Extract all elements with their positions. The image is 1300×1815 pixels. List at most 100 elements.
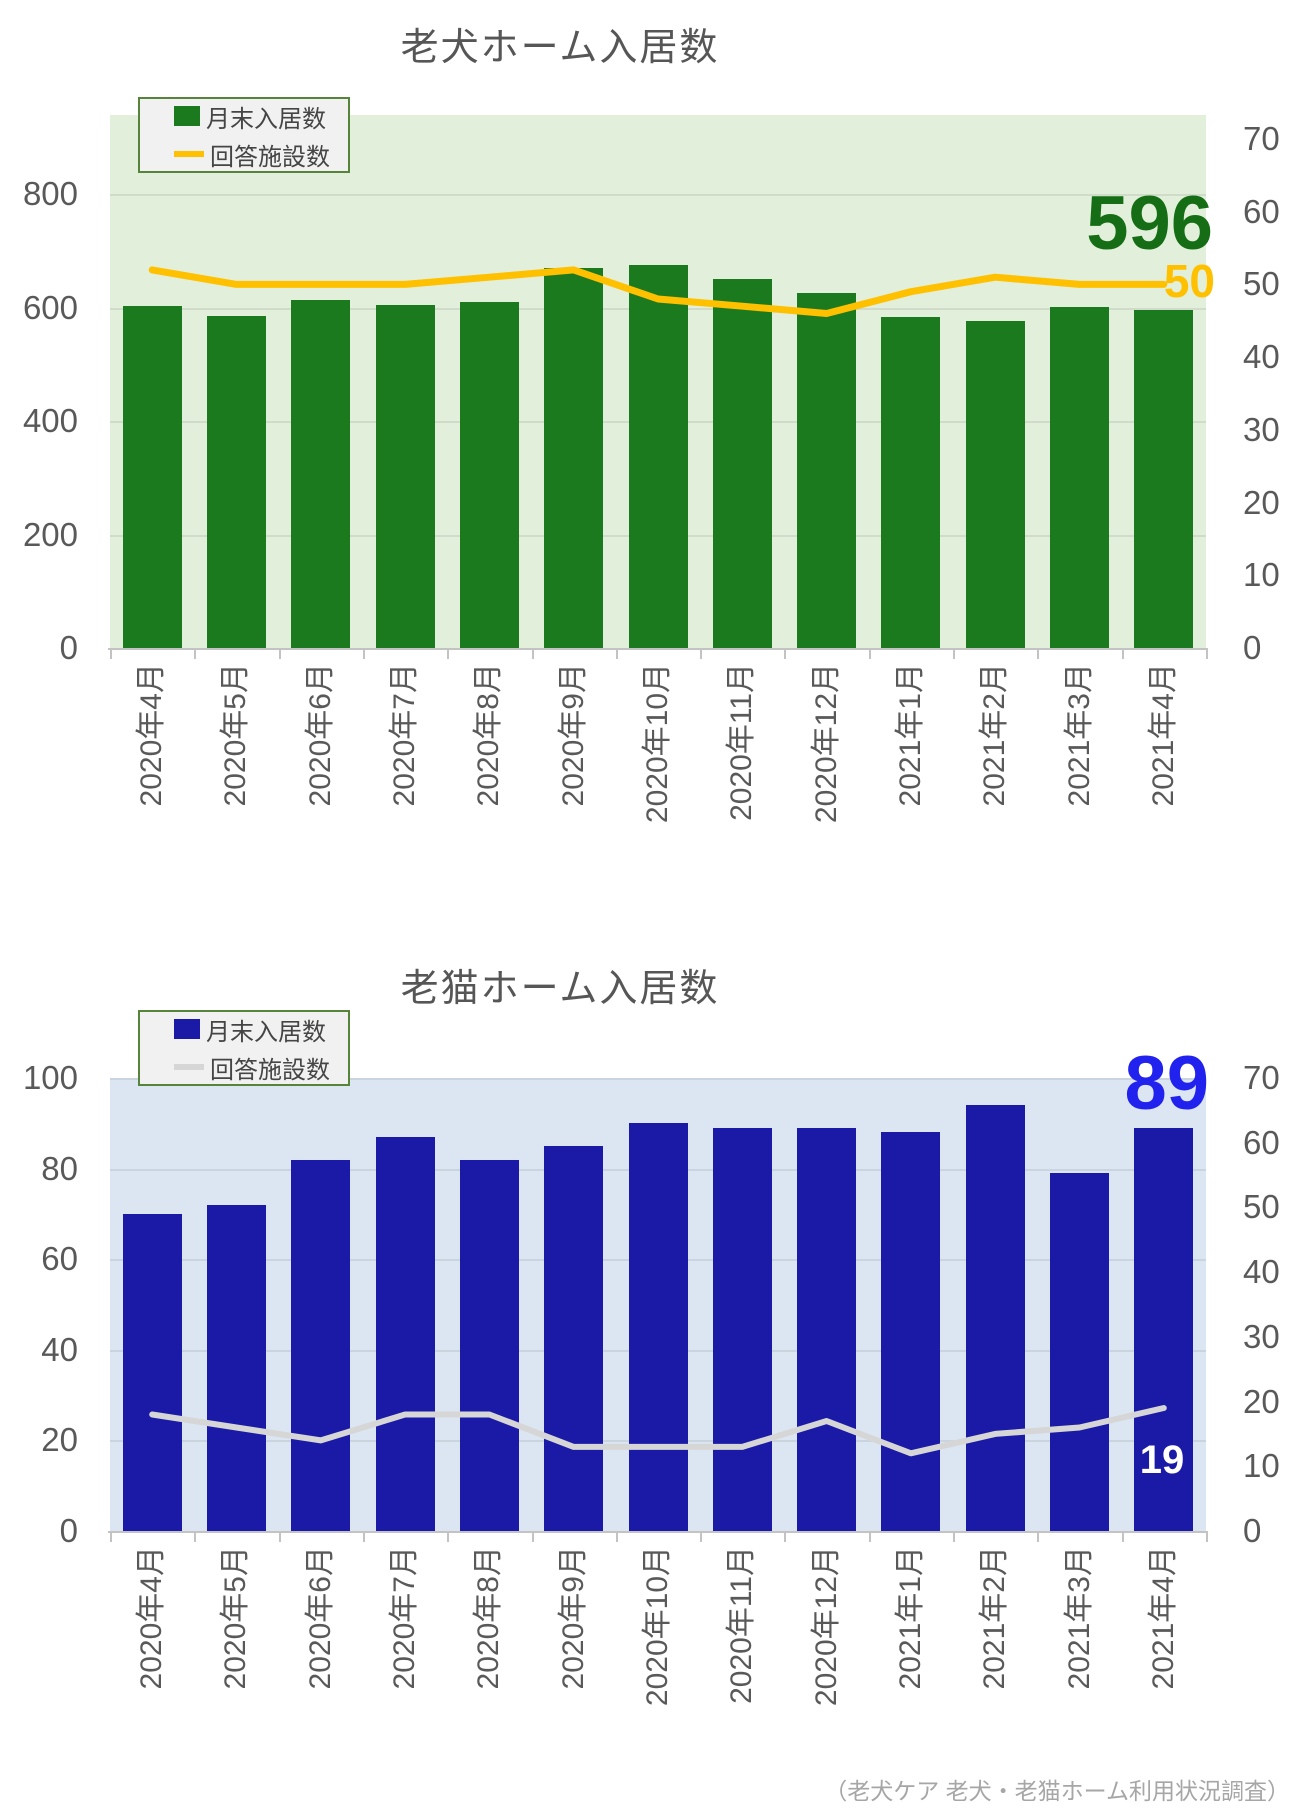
x-axis-tick <box>363 650 365 659</box>
x-axis-tick <box>700 650 702 659</box>
bar <box>881 317 940 648</box>
left-axis-tick-label: 20 <box>41 1421 78 1458</box>
bar <box>460 1160 519 1531</box>
x-axis-tick <box>616 1533 618 1542</box>
line-series <box>149 1405 1167 1457</box>
bar <box>629 265 688 648</box>
x-axis-tick <box>110 1533 112 1542</box>
legend: 月末入居数 回答施設数 <box>138 1010 350 1086</box>
right-axis-tick-label: 20 <box>1243 1383 1280 1420</box>
x-axis-category-label: 2020年5月 <box>219 1546 252 1690</box>
legend: 月末入居数 回答施設数 <box>138 97 350 173</box>
x-axis-category-label: 2020年8月 <box>472 1546 505 1690</box>
left-axis-tick-label: 80 <box>41 1150 78 1187</box>
x-axis-category-label: 2021年2月 <box>978 1546 1011 1690</box>
bar-end-value-label: 596 <box>1086 181 1213 266</box>
bar <box>376 1137 435 1531</box>
bar <box>544 1146 603 1531</box>
bar <box>1134 310 1193 648</box>
x-axis-category-label: 2020年7月 <box>388 1546 421 1690</box>
x-axis-tick <box>700 1533 702 1542</box>
left-axis-tick-label: 800 <box>22 175 78 212</box>
x-axis-tick <box>532 1533 534 1542</box>
right-axis-tick-label: 70 <box>1243 120 1280 157</box>
x-axis-category-label: 2020年11月 <box>725 1546 758 1704</box>
right-axis-tick-label: 70 <box>1243 1059 1280 1096</box>
x-axis-category-label: 2021年1月 <box>894 1546 927 1690</box>
x-axis-tick <box>1206 650 1208 659</box>
line-end-value-label: 50 <box>1163 255 1215 307</box>
right-axis-tick-label: 20 <box>1243 484 1280 521</box>
plot-area <box>110 115 1206 648</box>
right-axis-tick-label: 10 <box>1243 1447 1280 1484</box>
x-axis-category-label: 2021年4月 <box>1147 1546 1180 1690</box>
right-axis-tick-label: 60 <box>1243 193 1280 230</box>
right-axis-tick-label: 30 <box>1243 1318 1280 1355</box>
x-axis-tick <box>869 1533 871 1542</box>
legend-line-label: 回答施設数 <box>210 143 330 171</box>
bar <box>544 268 603 648</box>
bar <box>291 1160 350 1531</box>
bar <box>376 305 435 648</box>
line-series-swatch-icon <box>174 1064 204 1070</box>
legend-line-label: 回答施設数 <box>210 1056 330 1084</box>
x-axis-category-label: 2020年9月 <box>557 1546 590 1690</box>
x-axis-tick <box>1037 1533 1039 1542</box>
x-axis-tick <box>1206 1533 1208 1542</box>
x-axis-tick <box>194 1533 196 1542</box>
legend-bar-label: 月末入居数 <box>206 1018 326 1046</box>
bar-series-swatch-icon <box>174 1019 200 1039</box>
x-axis-tick <box>869 650 871 659</box>
bar-series-swatch-icon <box>174 106 200 126</box>
bar <box>797 1128 856 1531</box>
bar <box>966 1105 1025 1531</box>
bar <box>1050 1173 1109 1531</box>
bar <box>629 1123 688 1531</box>
bar <box>713 279 772 648</box>
source-note: （老犬ケア 老犬・老猫ホーム利用状況調査） <box>824 1778 1290 1804</box>
legend-item-line: 回答施設数 <box>174 137 348 172</box>
chart-title: 老猫ホーム入居数 <box>400 968 720 1010</box>
right-axis-tick-label: 40 <box>1243 338 1280 375</box>
line-end-value-label: 19 <box>1139 1438 1185 1482</box>
x-axis-tick <box>279 650 281 659</box>
left-axis-tick-label: 60 <box>41 1240 78 1277</box>
x-axis-tick <box>1122 650 1124 659</box>
bar <box>966 321 1025 648</box>
plot-area <box>110 1078 1206 1531</box>
x-axis-tick <box>953 650 955 659</box>
bar <box>291 300 350 648</box>
x-axis-tick <box>279 1533 281 1542</box>
right-axis-tick-label: 0 <box>1243 629 1262 666</box>
right-axis-tick-label: 40 <box>1243 1253 1280 1290</box>
left-axis-tick-label: 0 <box>59 1512 78 1549</box>
x-axis-category-label: 2020年6月 <box>304 1546 337 1690</box>
x-axis-tick <box>363 1533 365 1542</box>
x-axis-tick <box>532 650 534 659</box>
x-axis-category-label: 2021年3月 <box>1063 1546 1096 1690</box>
bar <box>123 306 182 648</box>
gridline <box>110 194 1206 196</box>
legend-item-bars: 月末入居数 <box>174 1012 348 1047</box>
right-axis-tick-label: 60 <box>1243 1124 1280 1161</box>
chart-title: 老犬ホーム入居数 <box>400 27 720 69</box>
bar <box>881 1132 940 1531</box>
x-axis-tick <box>784 650 786 659</box>
gridline <box>110 1078 1206 1080</box>
x-axis-tick <box>1037 650 1039 659</box>
x-axis-tick <box>110 650 112 659</box>
right-axis-tick-label: 30 <box>1243 411 1280 448</box>
bar <box>460 302 519 648</box>
x-axis-line <box>108 648 1208 650</box>
bar <box>207 316 266 648</box>
x-axis-tick <box>616 650 618 659</box>
bar <box>123 1214 182 1531</box>
x-axis-tick <box>447 1533 449 1542</box>
x-axis-tick <box>194 650 196 659</box>
left-axis-tick-label: 400 <box>22 402 78 439</box>
x-axis-line <box>108 1531 1208 1533</box>
right-axis-tick-label: 50 <box>1243 1188 1280 1225</box>
x-axis-category-label: 2020年4月 <box>135 1546 168 1690</box>
